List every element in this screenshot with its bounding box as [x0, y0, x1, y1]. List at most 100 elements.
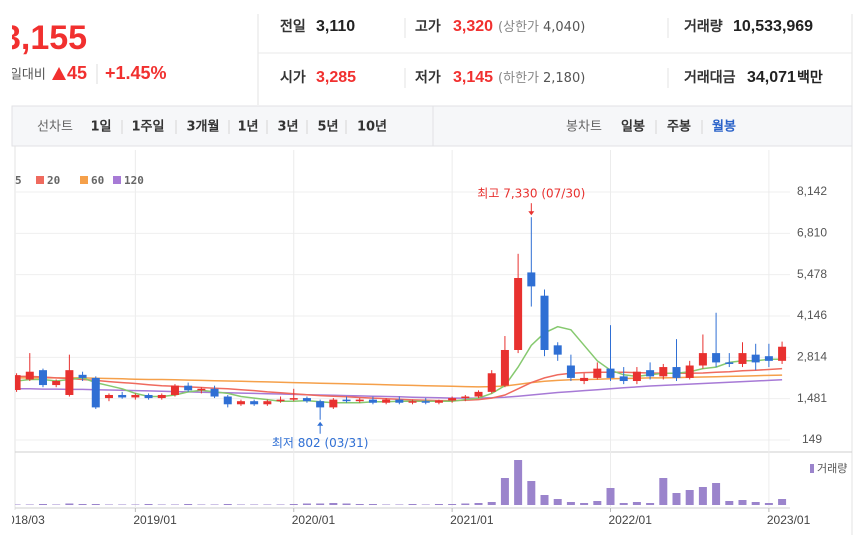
header: 3,155 전일대비 45 +1.45% [12, 19, 167, 83]
volume-bar [78, 504, 87, 505]
line-chart-label: 선차트 [37, 120, 73, 135]
x-tick-label: 2023/01 [767, 513, 811, 527]
low-arrowhead [317, 421, 324, 426]
candle-body [236, 401, 245, 405]
stat-value: 34,071 [747, 69, 796, 86]
high-arrowhead [528, 211, 535, 216]
period-tab[interactable]: 10년 [357, 120, 387, 135]
candle-body [448, 398, 457, 401]
candle-body [52, 381, 61, 386]
tab-bar [11, 105, 853, 147]
limit-label: (상한가 [498, 20, 539, 35]
candle-body [302, 398, 311, 402]
limit-value: 4,040) [543, 20, 585, 35]
period-tab[interactable]: 3개월 [187, 119, 220, 135]
volume-bar [461, 503, 470, 505]
candle-body [355, 399, 364, 402]
volume-bar [553, 499, 562, 505]
stat-label: 고가 [415, 19, 441, 35]
ma-line [16, 374, 783, 388]
x-tick-label: 2022/01 [609, 513, 653, 527]
volume-bar [540, 495, 549, 505]
candle-body [78, 374, 87, 378]
volume-bar [382, 504, 391, 505]
period-tab[interactable]: 5년 [317, 120, 338, 135]
candle-body [646, 370, 655, 377]
volume-bar [236, 504, 245, 505]
candle-period-tab[interactable]: 주봉 [667, 120, 691, 135]
candle-body [170, 385, 179, 395]
candle-chart-label: 봉차트 [566, 120, 602, 135]
volume-bar [329, 503, 338, 505]
stat-label: 저가 [415, 70, 441, 86]
candle-body [316, 401, 325, 408]
stat-label: 거래량 [684, 19, 723, 35]
legend: 5 20 60 120 [15, 174, 144, 187]
candle-period-tab[interactable]: 일봉 [621, 120, 645, 135]
candle-body [619, 376, 628, 382]
candle-body [738, 353, 747, 364]
x-tick-label: 2018/03 [1, 513, 45, 527]
volume-bar [197, 504, 206, 505]
legend-label: 20 [47, 174, 60, 187]
volume-bar [778, 499, 787, 505]
period-tab[interactable]: 1주일 [132, 120, 165, 135]
volume-bar [514, 460, 523, 505]
volume-bar [302, 503, 311, 505]
candle-body [395, 399, 404, 403]
up-arrow-icon [52, 67, 66, 80]
candle-body [632, 371, 641, 382]
candle-body [659, 367, 668, 377]
volume-bar [316, 503, 325, 505]
stat-value: 3,145 [453, 69, 493, 86]
volume-bar [118, 504, 127, 505]
volume-bar [104, 504, 113, 505]
candle-body [289, 398, 298, 400]
volume-bar [170, 504, 179, 505]
volume-bar [698, 487, 707, 505]
stat-value: 3,110 [316, 18, 355, 35]
candle-body [157, 394, 166, 399]
candle-body [65, 370, 74, 395]
stat-value: 3,285 [316, 69, 356, 86]
candle-body [434, 400, 443, 403]
plot [15, 217, 787, 505]
volume-bar [487, 502, 496, 505]
volume-bar [448, 504, 457, 505]
x-tick-label: 2019/01 [133, 513, 177, 527]
change-rate: +1.45% [105, 63, 167, 83]
period-tab[interactable]: 1년 [237, 120, 258, 135]
candle-body [751, 354, 760, 363]
candle-body [500, 349, 509, 386]
volume-bar [223, 504, 232, 505]
volume-bar [144, 504, 153, 505]
volume-bar [250, 504, 259, 505]
candle-period-tab[interactable]: 월봉 [712, 119, 736, 135]
volume-bar [184, 504, 193, 505]
volume-bar [289, 504, 298, 505]
period-tab[interactable]: 1일 [90, 120, 111, 135]
stat-value-line: 34,071백만 [747, 69, 823, 86]
volume-bar [131, 504, 140, 505]
period-tab[interactable]: 3년 [277, 120, 298, 135]
candle-body [342, 399, 351, 402]
candle-body [527, 272, 536, 287]
candle-body [197, 388, 206, 391]
candle-body [382, 399, 391, 403]
volume-bar [566, 502, 575, 505]
volume-bar [355, 504, 364, 505]
stat-value: 3,320 [453, 18, 493, 35]
stat-value-line: 3,320 (상한가 4,040) [453, 18, 585, 35]
candle-body [725, 362, 734, 364]
candle-body [144, 394, 153, 399]
volume-bar [434, 504, 443, 505]
volume-bar [659, 478, 668, 505]
volume-bar [15, 504, 21, 505]
candle-body [184, 385, 193, 391]
volume-bar [395, 504, 404, 505]
candle-body [685, 365, 694, 378]
x-axis: 2018/03 2019/01 2020/01 2021/01 2022/01 2023/… [1, 508, 811, 527]
candle-body [514, 278, 523, 350]
volume-legend-label: 거래량 [817, 462, 847, 475]
volume-bar [25, 504, 34, 505]
